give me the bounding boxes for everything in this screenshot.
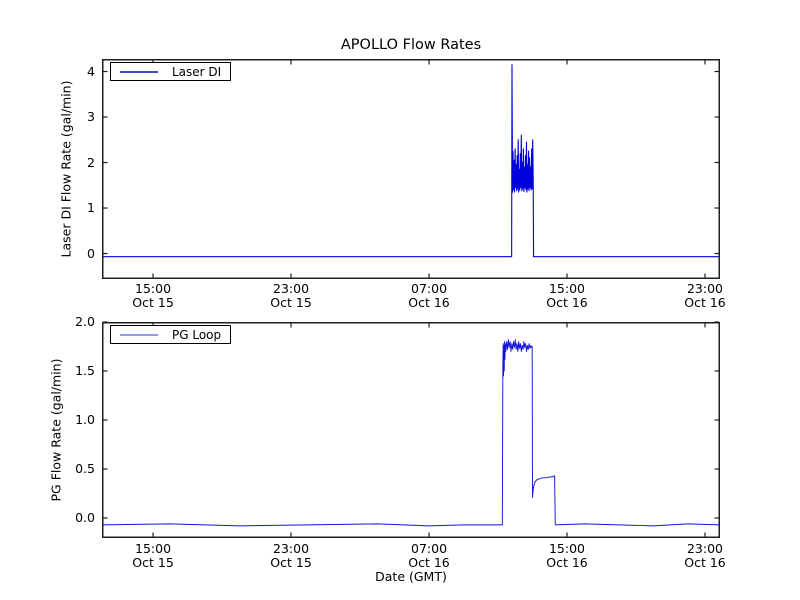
y-tick-label: 4: [87, 63, 95, 79]
pg-loop-axes-frame: [102, 322, 720, 538]
laser-di-legend-label: Laser DI: [172, 64, 222, 79]
laser-di-legend-line-sample: [120, 70, 158, 73]
y-axis-title-laser-di: Laser DI Flow Rate (gal/min): [58, 80, 74, 258]
x-tick-label: 15:00 Oct 15: [132, 542, 174, 569]
pg-loop-tick-marks: [103, 321, 719, 537]
y-tick-label: 2: [87, 154, 95, 170]
y-tick-label: 0.5: [75, 461, 95, 476]
x-tick-label: 07:00 Oct 16: [408, 282, 450, 309]
x-tick-date: Oct 16: [684, 554, 726, 570]
x-tick-time: 23:00: [273, 541, 310, 556]
x-tick-date: Oct 16: [546, 294, 588, 310]
x-tick-label: 23:00 Oct 16: [684, 282, 726, 309]
x-tick-date: Oct 16: [546, 554, 588, 570]
x-tick-time: 15:00: [548, 281, 586, 296]
y-axis-title-pg-loop: PG Flow Rate (gal/min): [48, 358, 64, 502]
y-tick-label: 1: [87, 200, 95, 216]
plot-area-laser-di: [102, 59, 720, 279]
plot-area-pg-loop: [101, 321, 721, 538]
x-tick-label: 23:00 Oct 15: [270, 542, 312, 569]
x-tick-date: Oct 16: [408, 554, 450, 570]
x-tick-label: 15:00 Oct 16: [546, 282, 588, 309]
legend-laser-di: Laser DI: [110, 62, 232, 81]
laser-di-trace: [102, 64, 720, 258]
y-tick-label: 2.0: [75, 314, 95, 329]
x-tick-date: Oct 15: [132, 294, 174, 310]
y-tick-label: 1.0: [75, 412, 95, 427]
pg-loop-legend-label: PG Loop: [172, 327, 222, 342]
pg-loop-legend-line-sample: [120, 333, 158, 336]
x-tick-date: Oct 16: [684, 294, 726, 310]
x-tick-time: 15:00: [135, 541, 172, 556]
y-tick-label: 0.0: [75, 510, 95, 525]
laser-di-axes-frame: [102, 59, 720, 279]
x-tick-date: Oct 15: [270, 294, 312, 310]
x-tick-label: 23:00 Oct 15: [270, 282, 312, 309]
x-tick-label: 15:00 Oct 16: [546, 542, 588, 569]
figure-title: APOLLO Flow Rates: [340, 37, 482, 53]
x-tick-time: 07:00: [411, 281, 448, 296]
y-tick-label: 1.5: [75, 363, 95, 378]
x-tick-time: 15:00: [548, 541, 586, 556]
legend-pg-loop: PG Loop: [110, 325, 232, 344]
y-tick-label: 3: [87, 109, 95, 124]
x-tick-date: Oct 16: [408, 294, 450, 310]
x-tick-time: 15:00: [135, 281, 172, 296]
x-tick-label: 15:00 Oct 15: [132, 282, 174, 309]
x-axis-title: Date (GMT): [375, 569, 447, 584]
laser-di-tick-marks: [103, 60, 719, 278]
x-tick-date: Oct 15: [132, 554, 174, 570]
x-tick-time: 23:00: [686, 541, 723, 556]
x-tick-label: 23:00 Oct 16: [684, 542, 726, 569]
x-tick-time: 23:00: [686, 281, 723, 296]
y-tick-label: 0: [87, 245, 95, 261]
x-tick-label: 07:00 Oct 16: [408, 542, 450, 569]
x-tick-date: Oct 15: [270, 554, 312, 570]
x-tick-time: 23:00: [273, 281, 310, 296]
x-tick-time: 07:00: [411, 541, 448, 556]
pg-loop-trace: [101, 339, 721, 527]
